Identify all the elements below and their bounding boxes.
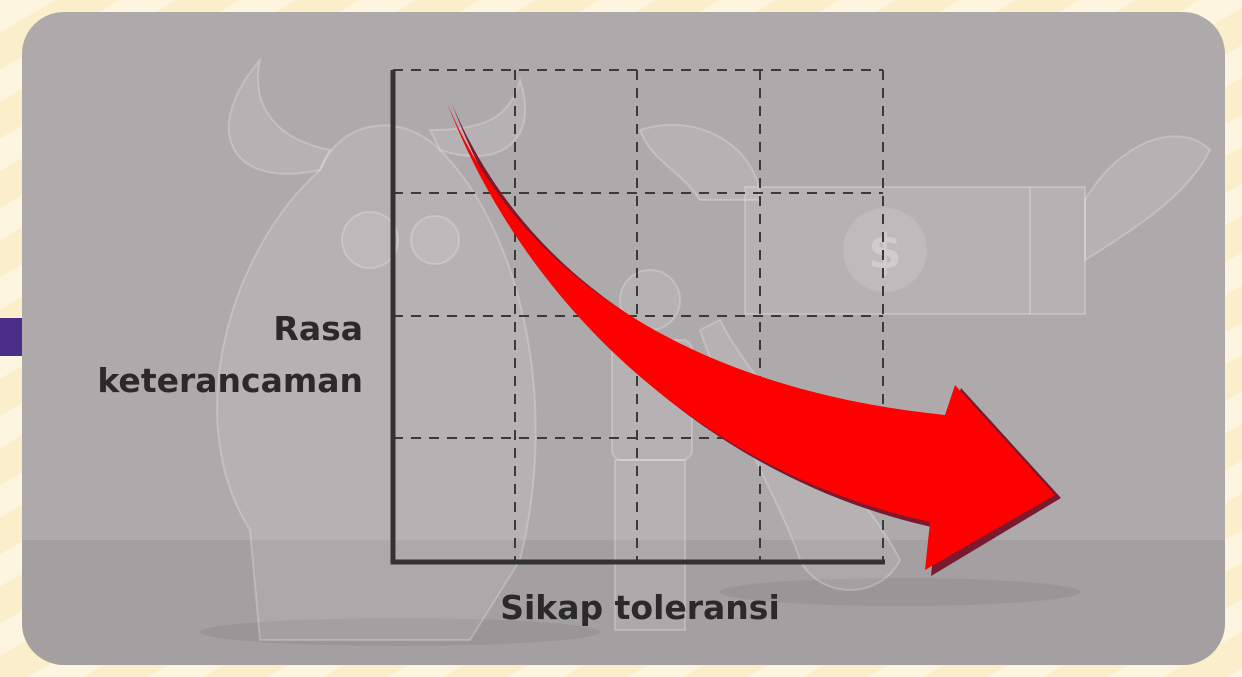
monster-eye (342, 212, 398, 268)
x-axis-label: Sikap toleransi (500, 588, 780, 627)
bill-symbol: $ (868, 224, 901, 280)
y-axis-label: keterancaman (97, 361, 363, 400)
scene: $ Rasa keterancaman Sikap toleransi (0, 0, 1242, 677)
y-axis-label: Rasa (273, 309, 363, 348)
monster-eye (411, 216, 459, 264)
page: $ Rasa keterancaman Sikap toleransi (() … (0, 0, 1242, 677)
